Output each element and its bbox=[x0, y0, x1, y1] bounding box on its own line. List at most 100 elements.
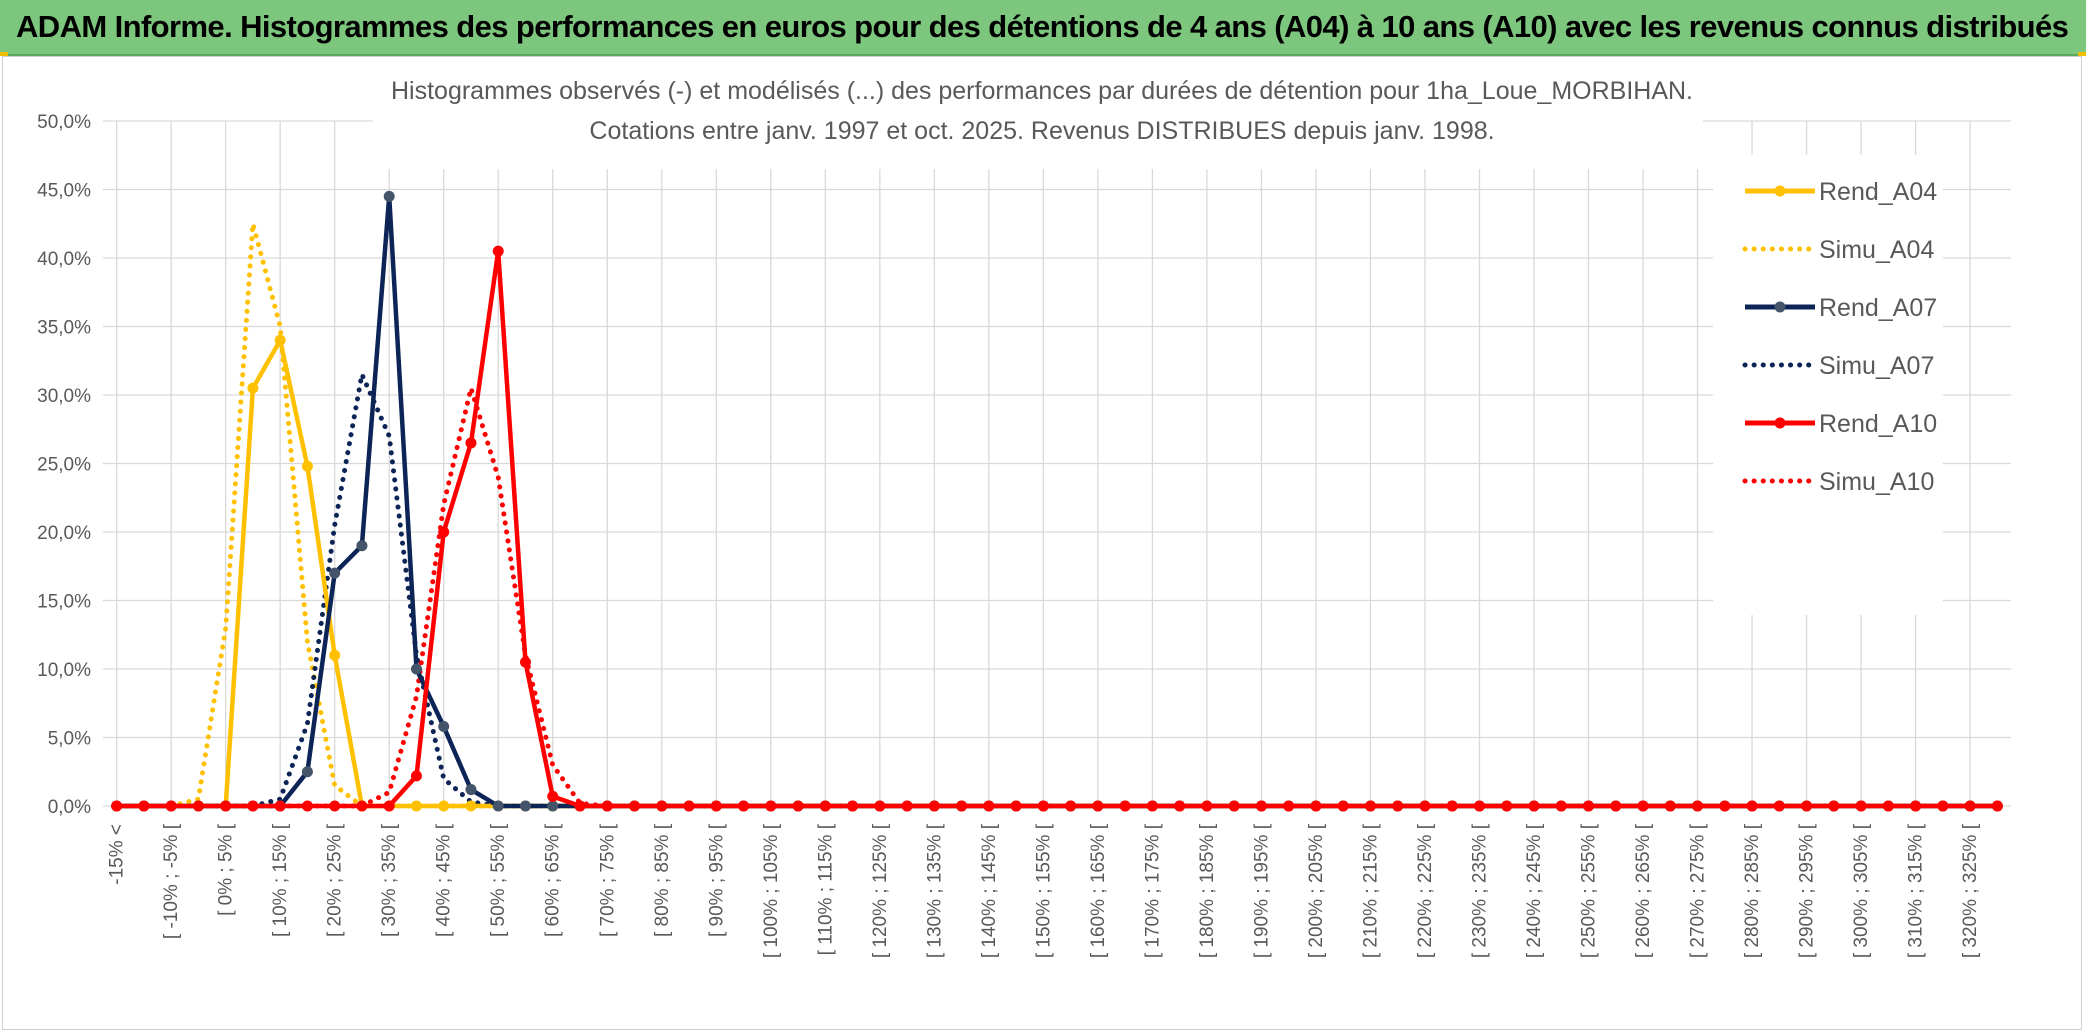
data-point bbox=[438, 721, 450, 733]
data-point bbox=[1446, 800, 1458, 812]
page-title: ADAM Informe. Histogrammes des performan… bbox=[16, 9, 2069, 44]
data-point bbox=[274, 334, 286, 346]
data-point bbox=[1555, 800, 1567, 812]
data-point bbox=[1991, 800, 2003, 812]
data-point bbox=[1610, 800, 1622, 812]
y-tick-label: 50,0% bbox=[37, 112, 91, 133]
legend-label: Rend_A04 bbox=[1819, 178, 1937, 206]
data-point bbox=[1746, 800, 1758, 812]
legend-label: Rend_A07 bbox=[1819, 294, 1937, 322]
corner-mark bbox=[0, 52, 8, 56]
data-point bbox=[1255, 800, 1267, 812]
legend-label: Simu_A07 bbox=[1819, 352, 1934, 380]
data-point bbox=[1037, 800, 1049, 812]
data-point bbox=[1010, 800, 1022, 812]
legend-item: Rend_A04 bbox=[1745, 178, 1937, 206]
x-tick-label: [ 300% ; 305% [ bbox=[1851, 823, 1872, 958]
data-point bbox=[874, 800, 886, 812]
x-tick-label: [ 210% ; 215% [ bbox=[1360, 823, 1381, 958]
y-tick-label: 10,0% bbox=[37, 660, 91, 681]
data-point bbox=[329, 567, 341, 579]
x-tick-label: [ 240% ; 245% [ bbox=[1524, 823, 1545, 958]
x-tick-label: [ 130% ; 135% [ bbox=[924, 823, 945, 958]
legend-marker bbox=[1774, 301, 1786, 313]
x-tick-label: [ -10% ; -5% [ bbox=[161, 823, 182, 939]
data-point bbox=[1719, 800, 1731, 812]
data-point bbox=[329, 649, 341, 661]
data-point bbox=[1937, 800, 1949, 812]
y-tick-label: 45,0% bbox=[37, 181, 91, 202]
data-point bbox=[1664, 800, 1676, 812]
x-tick-label: [ 180% ; 185% [ bbox=[1197, 823, 1218, 958]
legend-marker bbox=[1774, 417, 1786, 429]
data-point bbox=[656, 800, 668, 812]
legend-marker bbox=[1774, 185, 1786, 197]
y-tick-label: 30,0% bbox=[37, 386, 91, 407]
x-tick-label: [ 110% ; 115% [ bbox=[815, 823, 836, 955]
data-point bbox=[847, 800, 859, 812]
data-point bbox=[383, 190, 395, 202]
data-point bbox=[1419, 800, 1431, 812]
y-tick-label: 20,0% bbox=[37, 523, 91, 544]
chart-area: 0,0% 5,0% 10,0% 15,0% 20,0% 25,0% 30,0% 35,0% 40… bbox=[2, 56, 2082, 1030]
x-tick-label: [ 100% ; 105% [ bbox=[761, 823, 782, 958]
x-tick-label: [ 230% ; 235% [ bbox=[1469, 823, 1490, 958]
x-tick-label: [ 160% ; 165% [ bbox=[1088, 823, 1109, 958]
data-point bbox=[1773, 800, 1785, 812]
data-point bbox=[465, 800, 477, 812]
data-point bbox=[1201, 800, 1213, 812]
data-point bbox=[383, 800, 395, 812]
data-point bbox=[492, 800, 504, 812]
x-tick-label: [ 200% ; 205% [ bbox=[1306, 823, 1327, 958]
data-point bbox=[301, 460, 313, 472]
data-point bbox=[928, 800, 940, 812]
data-point bbox=[983, 800, 995, 812]
data-point bbox=[301, 800, 313, 812]
data-point bbox=[683, 800, 695, 812]
data-point bbox=[1637, 800, 1649, 812]
data-point bbox=[410, 800, 422, 812]
y-tick-label: 25,0% bbox=[37, 455, 91, 476]
x-tick-label: [ 30% ; 35% [ bbox=[379, 823, 400, 937]
data-point bbox=[765, 800, 777, 812]
data-point bbox=[138, 800, 150, 812]
data-point bbox=[1364, 800, 1376, 812]
x-tick-label: [ 50% ; 55% [ bbox=[488, 823, 509, 937]
series-line bbox=[116, 248, 1998, 809]
data-point bbox=[956, 800, 968, 812]
title-backdrop bbox=[373, 59, 1703, 169]
data-point bbox=[274, 800, 286, 812]
x-tick-label: [ 170% ; 175% [ bbox=[1142, 823, 1163, 958]
legend-item: Rend_A10 bbox=[1745, 410, 1937, 438]
data-point bbox=[329, 800, 341, 812]
data-point bbox=[1283, 800, 1295, 812]
x-tick-label: [ 190% ; 195% [ bbox=[1251, 823, 1272, 958]
data-point bbox=[1228, 800, 1240, 812]
legend-backdrop bbox=[1713, 155, 1943, 615]
data-point bbox=[1910, 800, 1922, 812]
data-point bbox=[601, 800, 613, 812]
chart-subtitle: Cotations entre janv. 1997 et oct. 2025.… bbox=[589, 117, 1494, 145]
x-tick-label: [ 270% ; 275% [ bbox=[1688, 823, 1709, 958]
data-point bbox=[738, 800, 750, 812]
data-point bbox=[1146, 800, 1158, 812]
legend-item: Simu_A10 bbox=[1742, 468, 1934, 496]
data-point bbox=[819, 800, 831, 812]
x-tick-label: [ 320% ; 325% [ bbox=[1960, 823, 1981, 958]
data-point bbox=[519, 800, 531, 812]
data-point bbox=[1692, 800, 1704, 812]
data-point bbox=[1964, 800, 1976, 812]
x-tick-label: [ 310% ; 315% [ bbox=[1906, 823, 1927, 958]
data-point bbox=[710, 800, 722, 812]
legend-item: Rend_A07 bbox=[1745, 294, 1937, 322]
data-point bbox=[410, 770, 422, 782]
data-point bbox=[1092, 800, 1104, 812]
x-tick-label: [ 150% ; 155% [ bbox=[1033, 823, 1054, 958]
data-point bbox=[1473, 800, 1485, 812]
x-tick-label: [ 140% ; 145% [ bbox=[979, 823, 1000, 958]
x-tick-label: [ 10% ; 15% [ bbox=[270, 823, 291, 937]
data-point bbox=[220, 800, 232, 812]
x-tick-label: [ 40% ; 45% [ bbox=[434, 823, 455, 937]
data-point bbox=[1337, 800, 1349, 812]
data-point bbox=[192, 800, 204, 812]
